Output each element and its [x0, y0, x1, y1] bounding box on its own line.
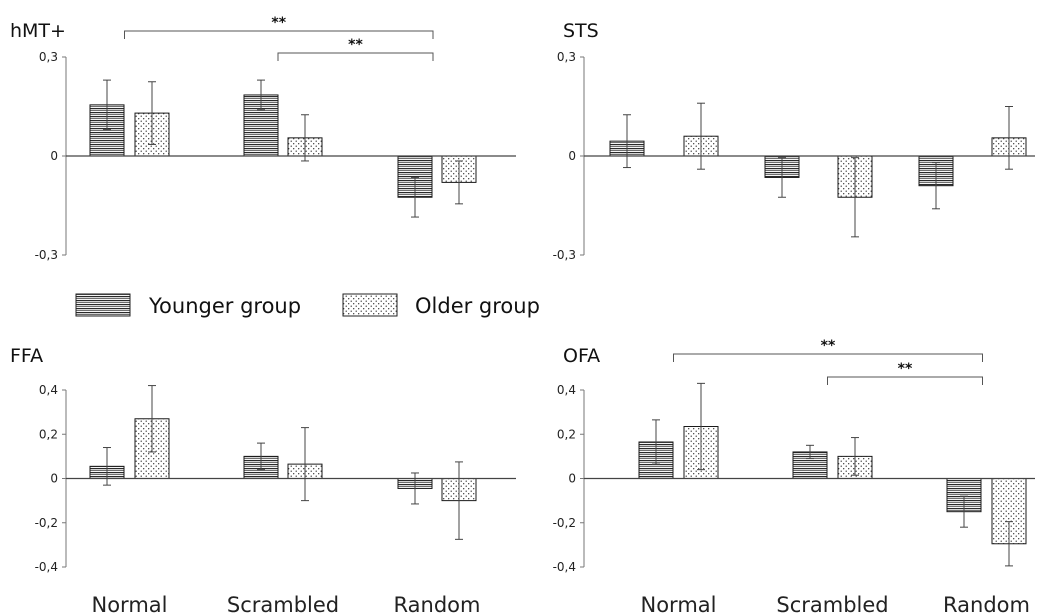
y-tick-label: 0,3 [557, 50, 576, 64]
significance-label: ** [271, 15, 286, 31]
significance-label: ** [821, 338, 836, 354]
y-tick-label: -0,4 [35, 560, 58, 574]
chart-panel-ffa: FFA 0,4 0,2 0 -0,2 -0,4 Normal Scrambled Random [10, 345, 516, 615]
legend-swatch-older [342, 293, 398, 317]
y-tick-label: 0,4 [557, 383, 576, 397]
y-tick-label: 0 [50, 149, 58, 163]
significance-bracket [277, 52, 434, 61]
significance-label: ** [348, 37, 363, 53]
panel-title: STS [563, 20, 599, 42]
y-tick-label: -0,2 [35, 516, 58, 530]
significance-label: ** [898, 361, 913, 377]
panel-title: OFA [563, 345, 600, 367]
y-tick-label: 0,2 [557, 427, 576, 441]
legend-swatch-younger [75, 293, 131, 317]
y-tick-label: -0,3 [553, 248, 576, 262]
chart-panel-hmt: hMT+ 0,3 0 -0,3 ** ** [10, 15, 516, 262]
significance-bracket [827, 376, 983, 385]
significance-bracket [124, 30, 434, 39]
significance-bracket [673, 353, 983, 362]
y-tick-label: 0 [568, 149, 576, 163]
y-tick-label: 0,4 [39, 383, 58, 397]
category-label-scrambled: Scrambled [776, 593, 888, 615]
legend-label-older: Older group [415, 294, 540, 318]
chart-panel-sts: STS 0,3 0 -0,3 [553, 20, 1035, 262]
chart-panel-ofa: OFA 0,4 0,2 0 -0,2 -0,4 Normal Scrambled Random *… [553, 338, 1035, 615]
legend: Younger group Older group [75, 293, 540, 318]
panel-title: hMT+ [10, 20, 66, 42]
y-tick-label: 0 [568, 472, 576, 486]
category-label-normal: Normal [92, 593, 168, 615]
y-tick-label: 0,3 [39, 50, 58, 64]
y-tick-label: -0,2 [553, 516, 576, 530]
category-label-normal: Normal [641, 593, 717, 615]
category-label-random: Random [394, 593, 481, 615]
panel-title: FFA [10, 345, 43, 367]
y-tick-label: 0 [50, 472, 58, 486]
category-label-scrambled: Scrambled [227, 593, 339, 615]
legend-label-younger: Younger group [148, 294, 301, 318]
y-tick-label: -0,4 [553, 560, 576, 574]
category-label-random: Random [943, 593, 1030, 615]
y-tick-label: -0,3 [35, 248, 58, 262]
y-tick-label: 0,2 [39, 427, 58, 441]
